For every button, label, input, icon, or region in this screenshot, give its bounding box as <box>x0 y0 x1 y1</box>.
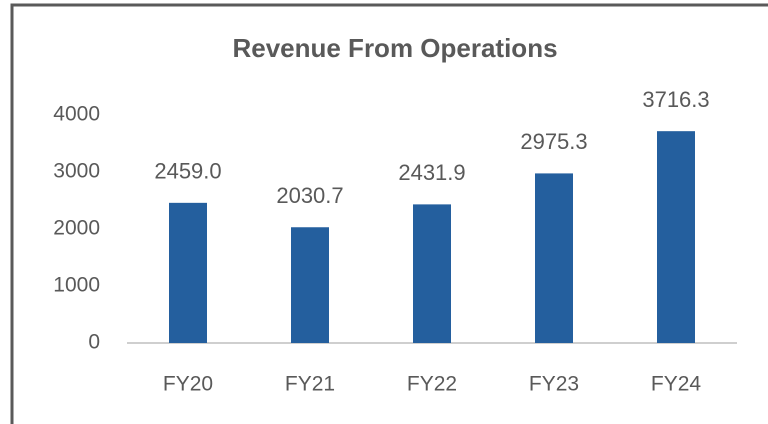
bar <box>169 202 207 343</box>
bar <box>413 204 451 343</box>
bar <box>657 131 695 343</box>
data-label: 2431.9 <box>398 160 465 185</box>
x-tick-label: FY22 <box>407 373 457 396</box>
data-label: 2030.7 <box>276 183 343 208</box>
x-tick-label: FY21 <box>285 373 335 396</box>
x-tick-label: FY24 <box>651 373 702 396</box>
y-tick-label: 3000 <box>53 160 100 183</box>
chart-title: Revenue From Operations <box>232 33 557 63</box>
y-tick-label: 4000 <box>53 103 100 126</box>
y-tick-label: 0 <box>88 331 100 354</box>
bar <box>535 173 573 343</box>
y-tick-label: 1000 <box>53 274 100 297</box>
data-label: 3716.3 <box>642 87 709 112</box>
x-tick-label: FY20 <box>163 373 213 396</box>
chart-frame <box>10 3 768 424</box>
y-tick-label: 2000 <box>53 217 100 240</box>
x-tick-label: FY23 <box>529 373 579 396</box>
bar <box>291 227 329 343</box>
data-label: 2459.0 <box>154 159 221 184</box>
data-label: 2975.3 <box>520 129 587 154</box>
